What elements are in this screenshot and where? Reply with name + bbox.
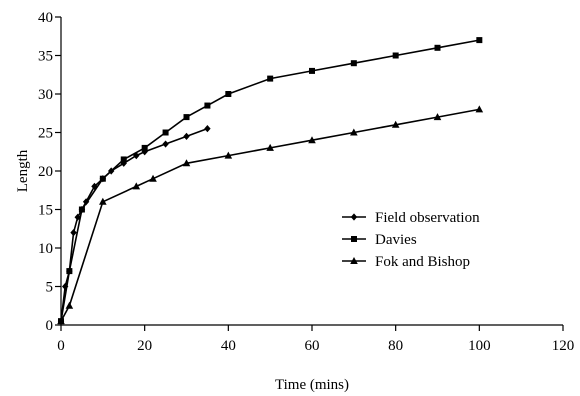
data-point — [308, 136, 316, 144]
data-point — [99, 175, 106, 182]
x-axis-label: Time (mins) — [275, 377, 349, 393]
series-line — [60, 39, 480, 322]
data-point — [99, 197, 107, 205]
x-tick-label: 120 — [552, 338, 575, 354]
data-point — [82, 198, 90, 206]
legend-marker — [350, 213, 358, 221]
legend: Field observation Davies Fok and Bishop — [342, 210, 480, 270]
data-point — [476, 37, 483, 44]
legend-label: Field observation — [375, 210, 480, 226]
y-axis-label: Length — [15, 149, 31, 192]
x-tick-label: 80 — [388, 338, 403, 354]
data-point — [78, 206, 85, 213]
series-2 — [58, 37, 483, 325]
data-point — [433, 113, 442, 121]
y-tick-label: 40 — [38, 10, 53, 26]
data-point — [70, 229, 77, 237]
x-tick-label: 40 — [221, 338, 236, 354]
y-tick-label: 5 — [46, 280, 54, 296]
data-point — [182, 159, 191, 167]
data-point — [183, 114, 190, 121]
data-point — [183, 132, 190, 140]
legend-marker — [351, 236, 357, 242]
axes: 0 20 40 60 80 100 120 0 5 10 15 20 25 30 35 40 — [38, 10, 574, 354]
data-point — [350, 128, 358, 136]
data-point — [204, 125, 211, 133]
data-point — [309, 67, 315, 74]
data-point — [74, 213, 81, 221]
y-tick-label: 10 — [38, 241, 53, 257]
data-point — [267, 75, 274, 82]
x-tick-label: 0 — [57, 338, 65, 354]
y-tick-label: 25 — [38, 126, 53, 142]
data-point — [392, 52, 399, 59]
series-1 — [57, 125, 211, 325]
y-tick-label: 35 — [38, 49, 53, 65]
data-point — [266, 143, 274, 151]
x-tick-label: 60 — [305, 338, 320, 354]
data-point — [391, 120, 400, 128]
y-tick-label: 0 — [46, 318, 54, 334]
x-tick-label: 20 — [137, 338, 152, 354]
legend-label: Davies — [375, 232, 417, 248]
data-point — [350, 60, 357, 67]
x-tick-label: 100 — [468, 338, 491, 354]
data-point — [141, 144, 148, 151]
data-point — [162, 129, 169, 136]
data-point — [132, 182, 141, 190]
series-line — [60, 127, 208, 322]
data-point — [66, 268, 73, 275]
data-point — [475, 105, 484, 113]
data-point — [162, 140, 169, 148]
y-tick-label: 20 — [38, 164, 53, 180]
data-point — [120, 156, 127, 163]
legend-label: Fok and Bishop — [375, 254, 470, 270]
legend-item: Fok and Bishop — [342, 254, 470, 270]
data-point — [224, 151, 233, 159]
data-point — [225, 91, 232, 97]
data-point — [57, 317, 65, 325]
y-tick-label: 30 — [38, 87, 53, 103]
series-3 — [57, 105, 484, 325]
series-layer — [57, 37, 484, 325]
legend-item: Field observation — [342, 210, 480, 226]
data-point — [204, 102, 211, 109]
data-point — [65, 301, 74, 309]
y-tick-label: 15 — [38, 203, 53, 219]
legend-marker — [350, 257, 358, 264]
data-point — [434, 44, 441, 51]
data-point — [149, 174, 157, 182]
legend-item: Davies — [342, 232, 417, 248]
